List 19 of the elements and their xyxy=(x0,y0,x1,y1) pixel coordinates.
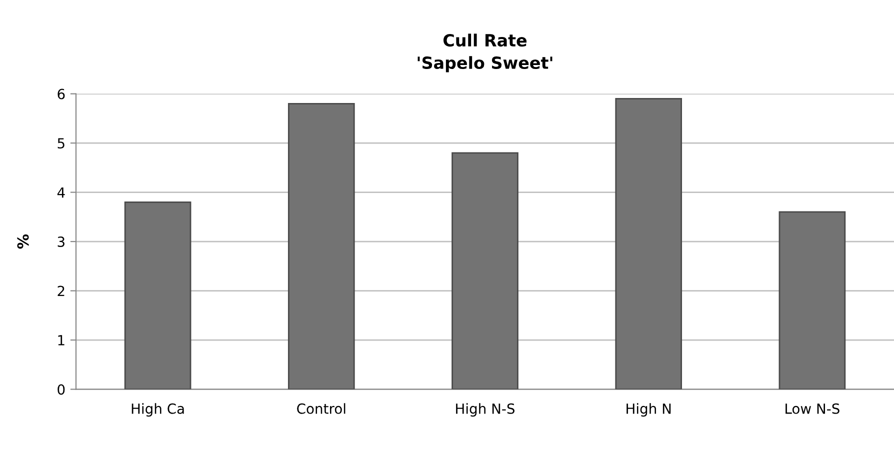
chart-title: Cull Rate 'Sapelo Sweet' xyxy=(418,34,552,72)
y-tick-label: 6 xyxy=(58,88,65,100)
y-tick-label: 4 xyxy=(57,187,65,198)
x-tick-label: High N-S xyxy=(456,403,514,417)
y-tick-label: 5 xyxy=(58,138,64,149)
bar xyxy=(778,211,846,390)
y-tick-label: 3 xyxy=(58,236,64,248)
y-tick-label: 2 xyxy=(58,286,64,296)
x-tick-label: Low N-S xyxy=(786,403,840,414)
bar xyxy=(452,152,518,390)
x-tick-label: Control xyxy=(297,403,346,414)
x-tick-label: High N xyxy=(626,403,671,417)
y-tick-label: 1 xyxy=(58,335,64,346)
x-tick-label: High Ca xyxy=(132,403,184,417)
bar xyxy=(124,201,192,390)
bar xyxy=(615,98,682,390)
y-tick-label: 0 xyxy=(58,384,65,395)
bar xyxy=(288,102,355,390)
y-axis-title: % xyxy=(17,234,29,249)
